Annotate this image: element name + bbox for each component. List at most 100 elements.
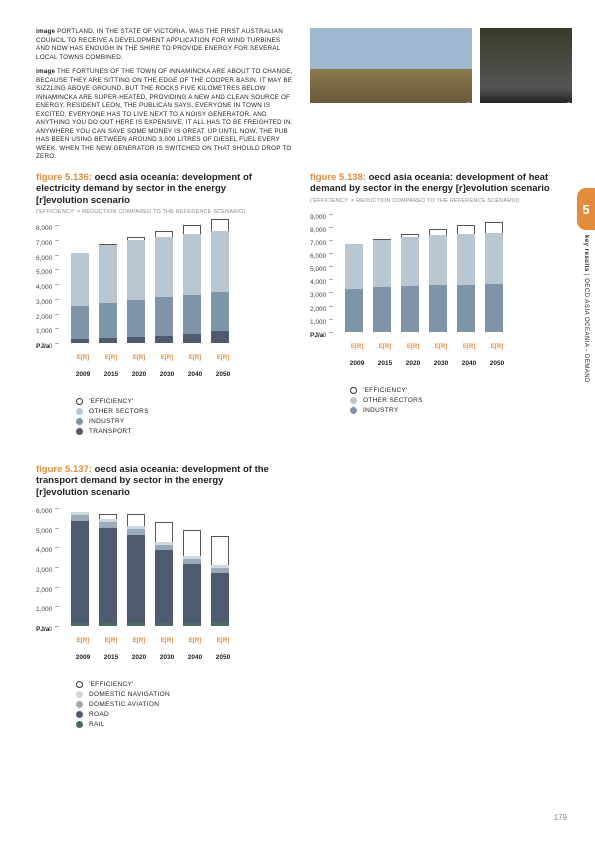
bar [155,522,173,626]
x-year-label: 2020 [404,360,422,367]
figure-number: figure 5.137: [36,464,92,475]
legend-label: DOMESTIC AVIATION [89,701,159,708]
legend-item: INDUSTRY [76,418,276,425]
y-tick-label: 9,000 [310,214,326,221]
x-category-label: E[R] [186,355,204,361]
x-year-label: 2015 [102,654,120,661]
y-tick-label: 6,000 [36,508,52,515]
chart-transport-demand: 01,0002,0003,0004,0005,0006,000PJ/aE[R]E… [36,508,276,661]
legend-label: OTHER SECTORS [89,408,149,415]
y-tick-label: 7,000 [36,240,52,247]
bar [211,219,229,343]
bar-segment-other [457,234,475,284]
bar [99,514,117,626]
y-axis-unit: PJ/a [36,343,49,350]
image-caption: image THE FORTUNES OF THE TOWN OF INNAMI… [36,68,294,162]
figure-5-136: figure 5.136: oecd asia oceania: develop… [36,172,276,438]
photo-innamincka: © GP/DEAN SEWELL [480,28,572,103]
bar-segment-efficiency [457,225,475,234]
x-year-label: 2009 [74,654,92,661]
x-year-label: 2020 [130,654,148,661]
legend-swatch [76,681,83,688]
bar-segment-other [485,233,503,284]
x-category-label: E[R] [102,638,120,644]
x-category-label: E[R] [488,344,506,350]
y-axis-unit: PJ/a [310,332,323,339]
legend-item: TRANSPORT [76,428,276,435]
chapter-tab: 5 [577,188,595,230]
x-year-label: 2050 [214,371,232,378]
bar-segment-transport [99,338,117,343]
bar [373,239,391,332]
bar-segment-rail [155,623,173,626]
chart-heat-demand: 01,0002,0003,0004,0005,0006,0007,0008,00… [310,214,560,367]
legend-label: TRANSPORT [89,428,132,435]
y-tick-label: 4,000 [36,284,52,291]
x-year-label: 2030 [158,371,176,378]
legend-item: RAIL [76,721,276,728]
bar-segment-road [211,573,229,622]
x-year-label: 2050 [488,360,506,367]
chapter-number: 5 [582,202,589,217]
bar-segment-rail [211,622,229,626]
legend-label: 'EFFICIENCY' [89,681,134,688]
bar-segment-road [127,535,145,624]
legend-swatch [76,691,83,698]
legend-swatch [76,428,83,435]
bar [127,237,145,343]
x-year-label: 2030 [158,654,176,661]
bar-segment-efficiency [155,522,173,542]
bar-segment-industry [211,292,229,332]
figure-subtitle: ('EFFICIENCY' = REDUCTION COMPARED TO TH… [310,198,560,204]
y-tick-label: 2,000 [36,587,52,594]
bar-segment-efficiency [211,219,229,231]
y-tick-label: 2,000 [310,306,326,313]
legend-label: INDUSTRY [89,418,125,425]
bar-segment-road [155,550,173,623]
image-row: © GP/DEAN SEWELL © GP/DEAN SEWELL [310,28,572,103]
legend-swatch [76,711,83,718]
photo-credit: © GP/DEAN SEWELL [465,101,470,140]
bar-segment-rail [71,623,89,626]
bar [127,514,145,626]
bar [345,244,363,332]
y-tick-label: 4,000 [36,547,52,554]
legend-item: 'EFFICIENCY' [76,681,276,688]
bar [401,234,419,332]
bar-segment-industry [401,286,419,332]
figure-title: figure 5.138: oecd asia oceania: develop… [310,172,560,195]
chart-legend: 'EFFICIENCY'OTHER SECTORSINDUSTRYTRANSPO… [36,398,276,435]
legend-item: DOMESTIC NAVIGATION [76,691,276,698]
y-tick-label: 6,000 [36,255,52,262]
bar-segment-rail [127,623,145,626]
legend-item: OTHER SECTORS [350,397,560,404]
bar [485,222,503,332]
bar-segment-other [429,235,447,285]
legend-label: DOMESTIC NAVIGATION [89,691,170,698]
legend-swatch [350,387,357,394]
y-tick-label: 5,000 [36,269,52,276]
bar-segment-other [401,237,419,286]
figure-number: figure 5.138: [310,172,366,183]
legend-item: ROAD [76,711,276,718]
x-category-label: E[R] [376,344,394,350]
figure-title: figure 5.137: oecd asia oceania: develop… [36,464,276,498]
bar-segment-transport [71,339,89,343]
legend-label: OTHER SECTORS [363,397,423,404]
side-label-bold: key results [583,235,589,272]
x-category-label: E[R] [158,638,176,644]
bar-segment-industry [127,300,145,337]
y-tick-label: 4,000 [310,279,326,286]
side-label-rest: OECD ASIA OCEANIA - DEMAND [583,278,589,383]
bar [99,244,117,344]
y-tick-label: 1,000 [310,319,326,326]
x-category-label: E[R] [214,355,232,361]
photo-credit: © GP/DEAN SEWELL [565,101,570,140]
bar-segment-rail [99,623,117,626]
bar-segment-industry [155,297,173,335]
x-category-label: E[R] [158,355,176,361]
x-category-label: E[R] [130,638,148,644]
caption-text: THE FORTUNES OF THE TOWN OF INNAMINCKA A… [36,68,293,160]
page-number: 179 [554,813,567,822]
bar-segment-other [211,231,229,291]
